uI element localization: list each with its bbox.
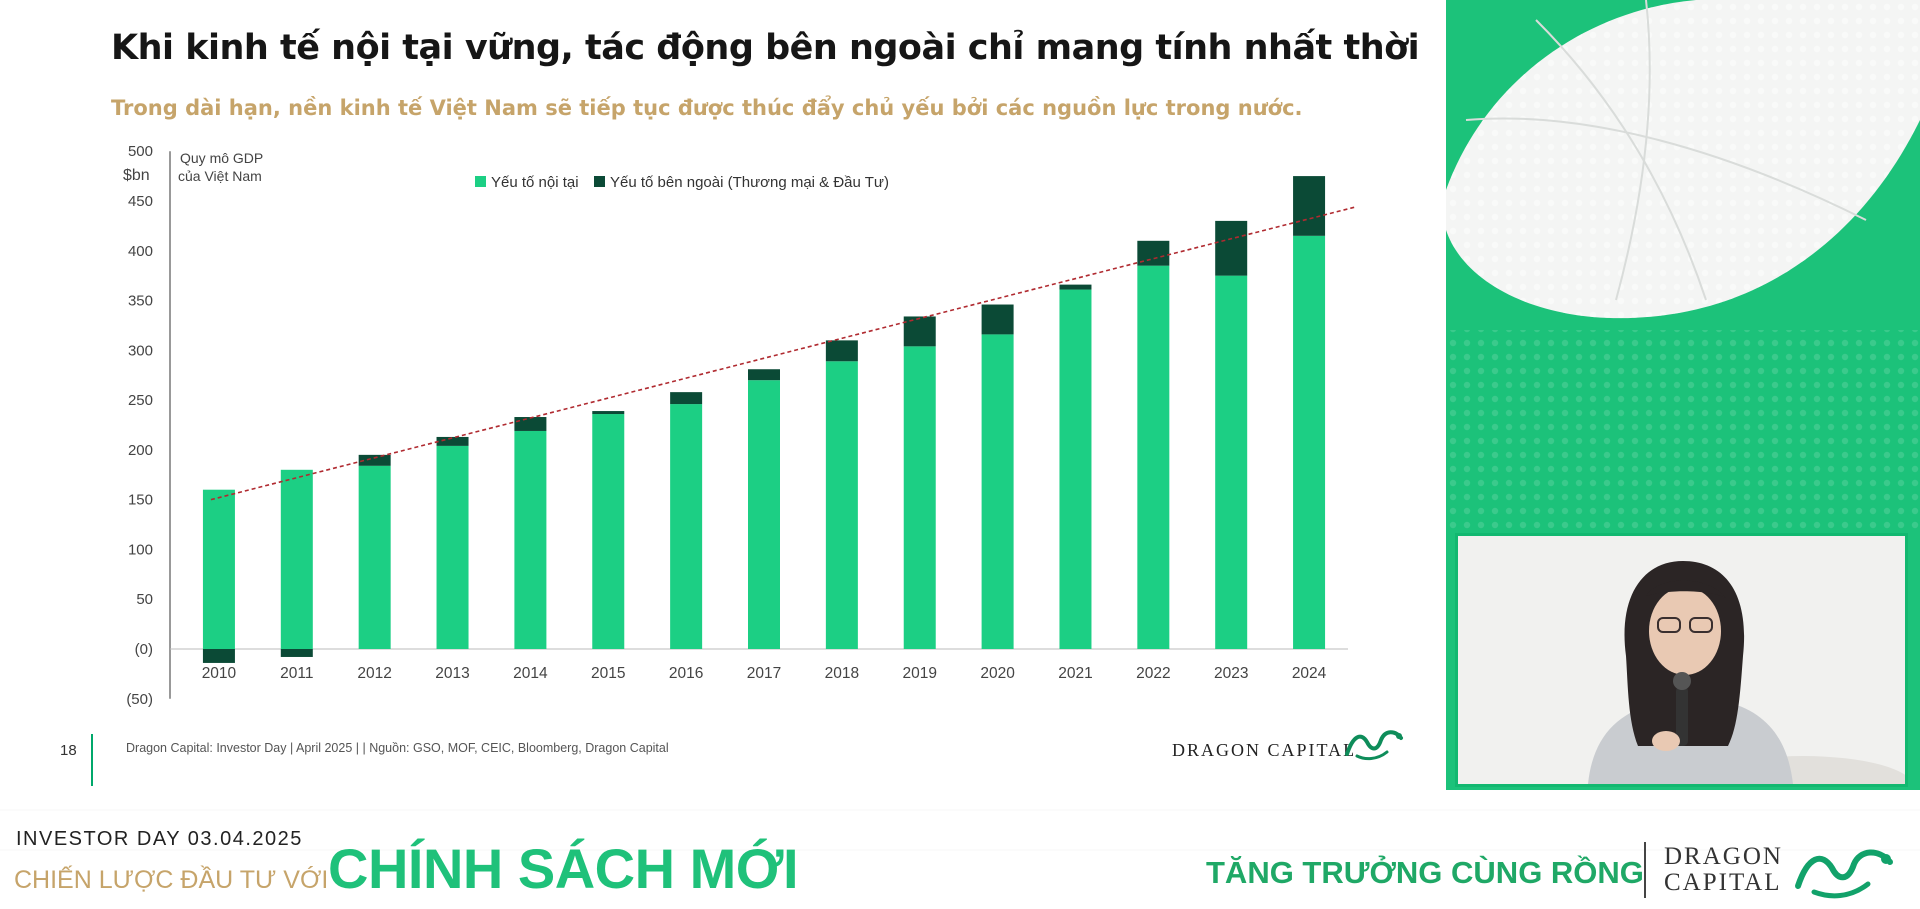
page-divider [91,734,93,786]
bar-domestic-2016 [670,404,703,649]
tagline: TĂNG TRƯỞNG CÙNG RỒNG [1206,855,1644,890]
bar-external-2024 [1293,176,1326,236]
legend-swatch-1 [475,176,486,187]
y-tick-label: (50) [126,691,153,708]
bar-domestic-2010 [202,489,235,649]
bar-domestic-2014 [514,430,547,649]
bar-domestic-2023 [1215,275,1248,649]
y-tick-label: 450 [128,193,153,210]
footer-band [0,790,1920,909]
strategy-prefix: CHIẾN LƯỢC ĐẦU TƯ VỚI [14,866,329,894]
bar-domestic-2020 [981,334,1014,649]
x-tick-label: 2011 [280,665,313,682]
bar-external-2016 [670,392,703,405]
x-tick-label: 2014 [513,665,548,682]
y-tick-label: 250 [128,392,153,409]
event-date: INVESTOR DAY 03.04.2025 [16,828,303,850]
source-note: Dragon Capital: Investor Day | April 202… [126,741,669,755]
dragon-brand-icon [1795,849,1893,899]
bar-external-2011 [280,649,313,657]
legend-label-1: Yếu tố nội tại [491,174,579,191]
bar-external-2018 [825,340,858,362]
bar-domestic-2017 [748,380,780,649]
bar-external-2021 [1059,284,1092,290]
bar-external-2010 [202,649,235,663]
x-tick-label: 2021 [1058,665,1092,682]
y-tick-label: 500 [128,143,153,160]
bar-domestic-2022 [1137,265,1170,649]
bar-external-2012 [358,454,391,466]
legend-label-2: Yếu tố bên ngoài (Thương mại & Đầu Tư) [610,174,889,191]
policy-headline: CHÍNH SÁCH MỚI [328,837,799,900]
x-tick-label: 2017 [747,665,781,682]
x-tick-label: 2023 [1214,665,1248,682]
legend-swatch-2 [594,176,605,187]
bar-domestic-2011 [280,469,313,649]
page-number: 18 [60,742,77,759]
y-tick-label: 150 [128,492,153,509]
y-tick-label: 50 [136,591,153,608]
x-tick-label: 2013 [435,665,469,682]
brand-word-capital: CAPITAL [1664,869,1782,896]
decorative-globe-panel [1446,0,1920,790]
bar-domestic-2012 [358,465,391,649]
bar-domestic-2013 [436,445,469,649]
x-tick-label: 2012 [357,665,391,682]
bar-domestic-2019 [903,346,936,649]
x-tick-label: 2020 [980,665,1015,682]
y-tick-label: 100 [128,541,153,558]
y-axis-unit: $bn [123,167,150,184]
slide-subtitle: Trong dài hạn, nền kinh tế Việt Nam sẽ t… [111,96,1303,120]
x-tick-label: 2015 [591,665,625,682]
x-tick-label: 2010 [202,665,237,682]
presenter-video[interactable] [1455,533,1908,787]
x-tick-label: 2016 [669,665,703,682]
trend-line [210,206,1356,501]
x-tick-label: 2024 [1292,665,1327,682]
bar-external-2014 [514,417,547,431]
y-tick-label: 300 [128,342,153,359]
bar-domestic-2018 [825,361,858,649]
bar-external-2019 [903,316,936,347]
y-axis-title: của Việt Nam [178,168,262,184]
y-tick-label: 350 [128,293,153,310]
slide-logo-text: DRAGON CAPITAL [1172,740,1357,760]
bar-domestic-2021 [1059,289,1092,649]
x-tick-label: 2018 [825,665,859,682]
bar-external-2023 [1215,220,1248,276]
y-tick-label: 400 [128,243,153,260]
bar-external-2020 [981,304,1014,335]
y-tick-label: 200 [128,442,153,459]
y-tick-label: (0) [135,641,153,658]
dragon-logo-icon [1345,730,1403,761]
y-axis-title: Quy mô GDP [180,150,263,166]
bar-external-2017 [748,369,780,381]
bar-domestic-2024 [1293,235,1326,650]
bar-external-2015 [592,411,625,415]
brand-word-dragon: DRAGON [1664,843,1783,870]
slide-title: Khi kinh tế nội tại vững, tác động bên n… [111,28,1420,68]
bar-domestic-2015 [592,414,625,649]
brand-divider [1644,842,1646,898]
x-tick-label: 2022 [1136,665,1170,682]
gdp-stacked-bar-chart: (50) (0) 50 100 150 200 250 300 350 400 450 500 Quy … [123,143,1356,708]
x-tick-label: 2019 [902,665,936,682]
bar-external-2013 [436,436,469,446]
